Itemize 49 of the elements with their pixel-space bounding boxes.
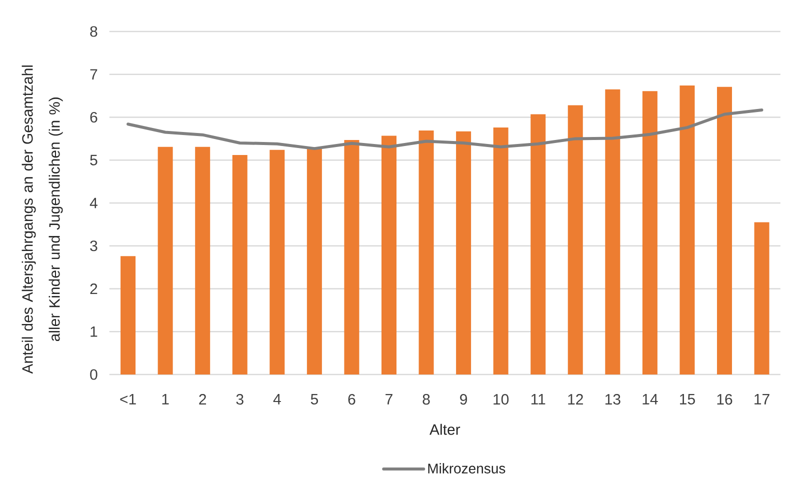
- x-tick-label: 5: [310, 394, 318, 404]
- y-tick-label: 5: [90, 154, 98, 166]
- y-tick-label: 8: [90, 26, 98, 37]
- bar: [418, 130, 434, 374]
- y-tick-label: 0: [90, 369, 98, 380]
- x-tick-label: 15: [680, 394, 695, 404]
- line-series: [126, 108, 764, 150]
- x-tick-label: 4: [273, 394, 281, 404]
- y-tick-label: 6: [90, 112, 98, 123]
- legend-label: Mikrozensus: [428, 463, 506, 474]
- x-tick-label: <1: [120, 394, 136, 404]
- x-tick-label: 3: [236, 394, 244, 405]
- bar: [120, 256, 136, 374]
- y-tick-label: 7: [90, 69, 98, 80]
- bar: [344, 140, 360, 374]
- bar: [158, 146, 173, 374]
- bar: [306, 147, 322, 374]
- bar: [530, 114, 546, 374]
- x-tick-label: 13: [605, 394, 620, 405]
- bar: [680, 86, 695, 374]
- y-tick-label: 3: [90, 240, 98, 252]
- x-tick-label: 10: [494, 394, 509, 405]
- bar: [456, 131, 472, 374]
- x-tick-label: 9: [460, 394, 467, 405]
- y-tick-label: 4: [90, 198, 98, 208]
- x-axis-title: Alter: [430, 424, 460, 435]
- y-axis-title: Anteil des Altersjahrgangs an der Gesamtzahl aller Kinder und Jugendlichen (in %): [22, 66, 63, 374]
- x-tick-label: 17: [754, 394, 770, 404]
- x-tick-label: 1: [162, 394, 169, 404]
- x-tick-label: 8: [422, 394, 430, 405]
- bar: [642, 91, 658, 374]
- bar: [381, 136, 396, 374]
- bar: [195, 146, 210, 374]
- x-tick-label: 14: [642, 394, 658, 404]
- bar: [568, 105, 583, 374]
- x-tick-label: 12: [568, 394, 583, 404]
- y-tick-label: 2: [90, 284, 98, 294]
- bar: [716, 86, 732, 374]
- bar: [270, 150, 285, 374]
- bar: [232, 154, 248, 374]
- bar: [493, 128, 508, 374]
- x-tick-label: 11: [531, 394, 546, 404]
- bar: [754, 222, 770, 374]
- x-tick-label: 6: [348, 394, 356, 405]
- y-tick-label: 1: [90, 326, 98, 337]
- x-tick-label: 2: [199, 394, 206, 404]
- x-tick-label: 16: [717, 394, 732, 405]
- x-tick-label: 7: [386, 394, 392, 404]
- bar: [605, 89, 620, 374]
